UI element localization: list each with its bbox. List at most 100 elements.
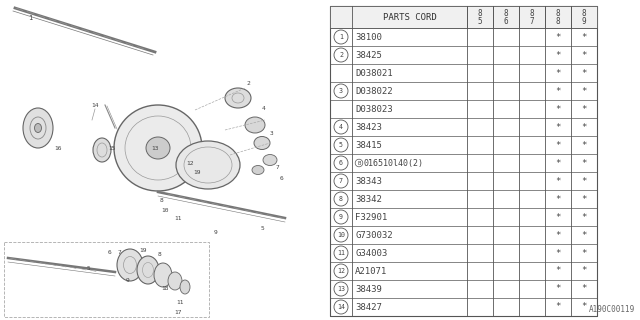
Text: 38427: 38427: [355, 302, 382, 311]
Text: 38439: 38439: [355, 284, 382, 293]
Ellipse shape: [245, 117, 265, 133]
Text: 10: 10: [161, 207, 169, 212]
Text: 38415: 38415: [355, 140, 382, 149]
Text: *: *: [556, 212, 561, 221]
Text: 4: 4: [262, 106, 266, 110]
Text: 6: 6: [108, 250, 112, 254]
Text: 38423: 38423: [355, 123, 382, 132]
Text: *: *: [556, 140, 561, 149]
Text: 9: 9: [582, 17, 586, 26]
Text: *: *: [556, 123, 561, 132]
Text: 16: 16: [54, 146, 61, 150]
Text: 2: 2: [339, 52, 343, 58]
Text: *: *: [556, 33, 561, 42]
Ellipse shape: [254, 137, 270, 149]
Text: 8: 8: [504, 9, 508, 18]
Text: 6: 6: [280, 175, 284, 180]
Text: 7: 7: [118, 250, 122, 254]
Ellipse shape: [180, 280, 190, 294]
Text: 8: 8: [160, 197, 164, 203]
Text: 13: 13: [337, 286, 345, 292]
Text: 8: 8: [477, 9, 483, 18]
Text: *: *: [581, 68, 587, 77]
Text: 5: 5: [339, 142, 343, 148]
Text: 11: 11: [174, 215, 182, 220]
Text: *: *: [581, 158, 587, 167]
Text: 9: 9: [339, 214, 343, 220]
Text: *: *: [556, 68, 561, 77]
Ellipse shape: [168, 272, 182, 290]
Text: *: *: [581, 86, 587, 95]
Ellipse shape: [35, 124, 42, 132]
Text: *: *: [581, 302, 587, 311]
Text: *: *: [556, 158, 561, 167]
Bar: [330, 6, 597, 316]
Ellipse shape: [154, 263, 172, 287]
Text: 6: 6: [504, 17, 508, 26]
Text: D038023: D038023: [355, 105, 392, 114]
Text: 016510l40(2): 016510l40(2): [364, 158, 424, 167]
Text: 19: 19: [193, 170, 201, 174]
Text: 9: 9: [126, 277, 130, 283]
Text: D038021: D038021: [355, 68, 392, 77]
Text: *: *: [556, 105, 561, 114]
Ellipse shape: [23, 108, 53, 148]
Text: 7: 7: [276, 164, 280, 170]
Ellipse shape: [252, 165, 264, 174]
Bar: [4, 242, 209, 317]
Ellipse shape: [225, 88, 251, 108]
Text: 9: 9: [213, 229, 217, 235]
Text: 8: 8: [339, 196, 343, 202]
Text: PARTS CORD: PARTS CORD: [383, 12, 436, 21]
Text: 14: 14: [92, 102, 99, 108]
Ellipse shape: [93, 138, 111, 162]
Text: 14: 14: [337, 304, 345, 310]
Text: 3: 3: [270, 131, 274, 135]
Text: 38100: 38100: [355, 33, 382, 42]
Bar: [545, 6, 571, 28]
Text: 6: 6: [339, 160, 343, 166]
Text: 11: 11: [176, 300, 184, 305]
Bar: [571, 6, 597, 28]
Text: 11: 11: [337, 250, 345, 256]
Text: *: *: [556, 284, 561, 293]
Text: 17: 17: [174, 309, 182, 315]
Text: *: *: [556, 302, 561, 311]
Text: 2: 2: [246, 81, 250, 85]
Text: 38425: 38425: [355, 51, 382, 60]
Bar: [467, 6, 493, 28]
Text: *: *: [556, 177, 561, 186]
Text: D038022: D038022: [355, 86, 392, 95]
Text: G730032: G730032: [355, 230, 392, 239]
Ellipse shape: [176, 141, 240, 189]
Text: *: *: [581, 212, 587, 221]
Text: *: *: [556, 249, 561, 258]
Text: 3: 3: [339, 88, 343, 94]
Text: B: B: [357, 161, 360, 165]
Text: 1: 1: [339, 34, 343, 40]
Text: *: *: [581, 267, 587, 276]
Text: *: *: [581, 230, 587, 239]
Text: 18: 18: [161, 285, 169, 291]
Text: *: *: [581, 249, 587, 258]
Text: *: *: [581, 284, 587, 293]
Text: 38343: 38343: [355, 177, 382, 186]
Text: F32901: F32901: [355, 212, 387, 221]
Text: 5: 5: [477, 17, 483, 26]
Text: 7: 7: [339, 178, 343, 184]
Text: 5: 5: [260, 226, 264, 230]
Text: 13: 13: [151, 146, 159, 150]
Text: 12: 12: [337, 268, 345, 274]
Text: *: *: [581, 140, 587, 149]
Bar: [519, 6, 545, 28]
Text: A190C00119: A190C00119: [589, 305, 635, 314]
Text: *: *: [556, 267, 561, 276]
Text: 8: 8: [556, 17, 560, 26]
Text: 12: 12: [186, 161, 194, 165]
Text: *: *: [581, 33, 587, 42]
Text: 8: 8: [158, 252, 162, 257]
Text: *: *: [581, 195, 587, 204]
Text: *: *: [556, 86, 561, 95]
Text: *: *: [581, 51, 587, 60]
Text: *: *: [581, 123, 587, 132]
